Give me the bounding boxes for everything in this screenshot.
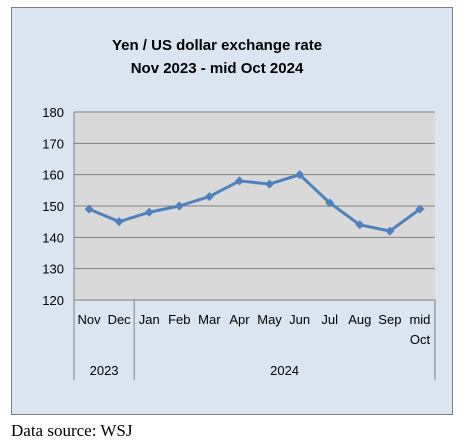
x-tick-label: Jan: [139, 312, 160, 327]
x-axis: Nov Dec Jan Feb Mar Apr May Jun Jul Aug Sep mid Oct 2…: [73, 300, 436, 380]
y-tick-label: 160: [42, 168, 64, 183]
x-tick-label: Nov: [77, 312, 101, 327]
data-point-marker: [385, 226, 395, 236]
data-point-marker: [325, 198, 335, 208]
series-group: [84, 170, 425, 236]
data-point-marker: [234, 176, 244, 186]
x-group-label: 2023: [90, 363, 119, 378]
x-tick-label: Feb: [168, 312, 190, 327]
x-tick-label: Dec: [108, 312, 132, 327]
x-tick-label: May: [257, 312, 282, 327]
data-point-marker: [174, 201, 184, 211]
data-point-marker: [295, 170, 305, 180]
y-tick-label: 180: [42, 105, 64, 120]
data-point-marker: [265, 179, 275, 189]
x-tick-label: mid: [409, 312, 430, 327]
data-point-marker: [355, 220, 365, 230]
data-point-marker: [204, 192, 214, 202]
x-tick-label: Sep: [378, 312, 401, 327]
y-tick-label: 140: [42, 230, 64, 245]
data-point-marker: [114, 217, 124, 227]
y-tick-label: 150: [42, 199, 64, 214]
chart-subtitle: Nov 2023 - mid Oct 2024: [131, 60, 304, 77]
data-point-marker: [144, 207, 154, 217]
x-group-label: 2024: [270, 363, 299, 378]
x-tick-label: Jun: [289, 312, 310, 327]
x-tick-label: Jul: [321, 312, 338, 327]
chart-title: Yen / US dollar exchange rate: [112, 37, 322, 54]
y-tick-label: 170: [42, 136, 64, 151]
data-source-note: Data source: WSJ: [11, 421, 133, 440]
data-point-marker: [415, 204, 425, 214]
chart-svg: Yen / US dollar exchange rate Nov 2023 -…: [42, 37, 436, 380]
x-tick-label: Aug: [348, 312, 371, 327]
x-tick-label: Mar: [198, 312, 221, 327]
y-tick-label: 120: [42, 293, 64, 308]
x-tick-label: Apr: [229, 312, 250, 327]
series-line: [88, 173, 421, 233]
y-axis-ticks: 120 130 140 150 160 170 180: [42, 105, 64, 308]
data-point-marker: [84, 204, 94, 214]
y-tick-label: 130: [42, 262, 64, 277]
chart-frame: Yen / US dollar exchange rate Nov 2023 -…: [11, 7, 453, 415]
x-tick-label: Oct: [410, 332, 431, 347]
